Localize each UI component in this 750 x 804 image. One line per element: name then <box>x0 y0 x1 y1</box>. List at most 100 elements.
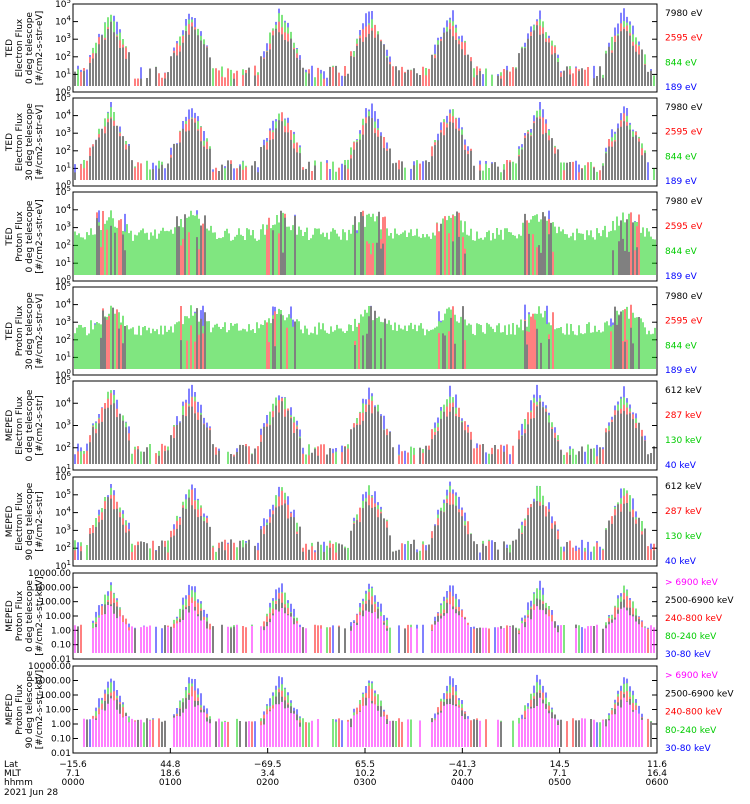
legend-entry: > 6900 keV <box>665 671 719 681</box>
x-row-label-hhmm: hhmm <box>4 778 33 788</box>
legend-entry: 2595 eV <box>665 222 703 232</box>
y-axis-label-line: [#/cm2-s-str-eV] <box>35 11 45 86</box>
y-tick-label: 10.00 <box>45 612 71 622</box>
y-tick-label: 1.00 <box>51 720 71 730</box>
y-tick-label: 10000.00 <box>28 569 71 579</box>
legend-entry: 612 keV <box>665 482 702 492</box>
y-tick-label: 101 <box>55 559 71 572</box>
y-tick-label: 103 <box>55 419 71 432</box>
legend-entry: 844 eV <box>665 58 698 68</box>
x-tick-hhmm: 0200 <box>256 778 279 788</box>
y-axis-label: TED Proton Flux 0 deg telescope [#/cm2-s-st… <box>5 199 45 274</box>
x-tick-mlt: 7.1 <box>553 769 567 779</box>
legend-entry: 844 eV <box>665 152 698 162</box>
series-trace <box>92 685 649 747</box>
series-trace <box>80 107 655 180</box>
panel-frame <box>72 3 658 93</box>
y-axis-label-line: 0 deg telescope <box>25 580 35 652</box>
y-tick-label: 101 <box>55 67 71 80</box>
legend-entry: 844 eV <box>665 247 698 257</box>
y-axis-label-line: 30 deg telescope <box>25 292 35 370</box>
legend-entry: 612 keV <box>665 386 702 396</box>
y-tick-label: 102 <box>55 238 71 251</box>
legend-entry: 7980 eV <box>665 292 703 302</box>
y-axis-label-line: Proton Flux <box>15 590 25 641</box>
series-trace <box>74 210 656 275</box>
y-tick-label: 0.10 <box>51 641 71 651</box>
series-trace <box>80 497 655 560</box>
x-tick-hhmm: 0100 <box>159 778 182 788</box>
x-tick-mlt: 16.4 <box>647 769 667 779</box>
series-trace <box>74 21 652 86</box>
x-tick-mlt: 10.2 <box>355 769 375 779</box>
y-tick-label: 103 <box>55 126 71 139</box>
x-tick-mlt: 3.4 <box>261 769 276 779</box>
y-axis-label-line: Proton Flux <box>15 684 25 735</box>
legend-entry: 80-240 keV <box>665 726 717 736</box>
x-tick-lat: 11.6 <box>647 760 667 770</box>
y-tick-label: 0.10 <box>51 735 71 745</box>
y-tick-label: 105 <box>55 91 71 104</box>
series-trace <box>74 602 655 653</box>
y-axis-label-line: Electron Flux <box>15 492 25 551</box>
x-tick-hhmm: 0600 <box>646 778 669 788</box>
y-axis-label: MEPED Electron Flux 90 deg telescope [#/cm2… <box>5 482 45 560</box>
y-tick-label: 1000.00 <box>34 583 71 593</box>
legend-entry: 189 eV <box>665 83 698 93</box>
y-tick-label: 104 <box>55 298 71 311</box>
series-trace <box>74 305 656 369</box>
panel-frame <box>72 476 658 567</box>
y-tick-label: 104 <box>55 396 71 409</box>
panel-frame <box>72 286 658 376</box>
y-tick-label: 103 <box>55 523 71 536</box>
legend-entry: 189 eV <box>665 366 698 376</box>
y-axis-label-line: [#/cm2-s-str-keV] <box>35 576 45 655</box>
y-tick-label: 100.00 <box>40 598 72 608</box>
legend-entry: 240-800 keV <box>665 614 723 624</box>
y-axis-label-line: [#/cm2-s-str-keV] <box>35 670 45 749</box>
y-axis-label: MEPED Proton Flux 0 deg telescope [#/cm2-s-… <box>5 576 45 655</box>
y-axis-label: MEPED Electron Flux 0 deg telescope [#/cm2-… <box>5 389 45 461</box>
y-axis-label-line: MEPED <box>5 600 15 632</box>
y-axis-label-line: [#/cm2-s-str-eV] <box>35 199 45 274</box>
legend-entry: 189 eV <box>665 177 698 187</box>
y-tick-label: 102 <box>55 333 71 346</box>
y-axis-label-line: [#/cm2-s-str-eV] <box>35 294 45 369</box>
y-axis-label-line: TED <box>5 322 15 341</box>
x-tick-mlt: 18.6 <box>160 769 180 779</box>
legend-entry: 80-240 keV <box>665 632 717 642</box>
y-tick-label: 105 <box>55 280 71 293</box>
y-axis-label-line: TED <box>5 39 15 58</box>
x-tick-lat: −69.5 <box>254 760 282 770</box>
y-tick-label: 101 <box>55 463 71 476</box>
x-tick-lat: 44.8 <box>160 760 180 770</box>
legend-entry: 130 keV <box>665 436 702 446</box>
legend-entry: 287 keV <box>665 507 702 517</box>
y-axis-label-line: Electron Flux <box>15 396 25 455</box>
panel-frame <box>72 572 658 660</box>
y-axis-label: TED Electron Flux 0 deg telescope [#/cm2-s-… <box>5 11 45 86</box>
series-trace <box>83 696 643 747</box>
y-tick-label: 103 <box>55 221 71 234</box>
y-tick-label: 1.00 <box>51 626 71 636</box>
y-tick-label: 0.01 <box>51 749 71 759</box>
series-trace <box>96 210 638 275</box>
legend-entry: 2595 eV <box>665 317 703 327</box>
panel-frame <box>72 191 658 282</box>
legend-entry: > 6900 keV <box>665 578 719 588</box>
y-axis-label-line: 90 deg telescope <box>25 482 35 560</box>
y-tick-label: 100 <box>55 85 71 98</box>
legend-entry: 2595 eV <box>665 34 703 44</box>
y-tick-label: 106 <box>55 470 71 483</box>
legend-entry: 7980 eV <box>665 197 703 207</box>
y-tick-label: 105 <box>55 185 71 198</box>
y-tick-label: 1000.00 <box>34 677 71 687</box>
legend-entry: 2500-6900 keV <box>665 596 734 606</box>
legend-entry: 2500-6900 keV <box>665 689 734 699</box>
y-axis-label-line: MEPED <box>5 694 15 726</box>
y-axis-label-line: 0 deg telescope <box>25 200 35 272</box>
y-axis-label: TED Electron Flux 30 deg telescope [#/cm2-s… <box>5 103 45 181</box>
y-axis-label-line: 0 deg telescope <box>25 389 35 461</box>
